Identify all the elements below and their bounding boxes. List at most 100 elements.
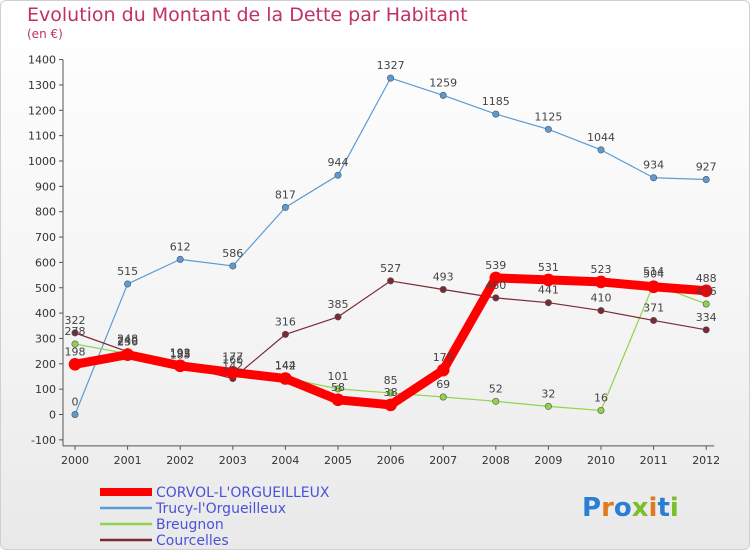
data-point-corvol-l-orgueilleux bbox=[173, 359, 187, 373]
data-point-breugnon bbox=[334, 385, 342, 393]
data-label-courcelles: 493 bbox=[433, 271, 454, 284]
data-label-breugnon: 436 bbox=[696, 285, 717, 298]
legend-label: Courcelles bbox=[156, 533, 229, 549]
data-label-corvol-l-orgueilleux: 192 bbox=[170, 347, 191, 360]
data-label-breugnon: 514 bbox=[643, 265, 664, 278]
data-label-courcelles: 248 bbox=[117, 333, 138, 346]
y-tick-label: 800 bbox=[35, 206, 56, 219]
logo-letter: o bbox=[614, 493, 632, 523]
data-labels: 0 515 612 586 817 944 1327 1259 1185 1125 1044 934 9… bbox=[65, 59, 717, 408]
data-point-courcelles bbox=[702, 326, 710, 334]
y-tick-label: 1300 bbox=[28, 79, 56, 92]
data-point-corvol-l-orgueilleux bbox=[331, 393, 345, 407]
y-tick-label: 700 bbox=[35, 231, 56, 244]
data-point-breugnon bbox=[597, 406, 605, 414]
data-label-trucy-l-orgueilleux: 1327 bbox=[377, 59, 405, 72]
data-point-trucy-l-orgueilleux bbox=[124, 280, 132, 288]
data-point-corvol-l-orgueilleux bbox=[647, 280, 660, 294]
data-label-trucy-l-orgueilleux: 944 bbox=[328, 156, 349, 169]
data-label-trucy-l-orgueilleux: 1185 bbox=[482, 95, 510, 108]
data-label-corvol-l-orgueilleux: 142 bbox=[275, 360, 296, 373]
data-point-corvol-l-orgueilleux bbox=[68, 358, 82, 371]
data-label-courcelles: 371 bbox=[643, 301, 664, 314]
x-tick-label: 2012 bbox=[692, 454, 720, 467]
y-tick-label: 500 bbox=[35, 282, 56, 295]
data-point-trucy-l-orgueilleux bbox=[176, 255, 184, 263]
data-point-trucy-l-orgueilleux bbox=[334, 171, 342, 179]
data-label-courcelles: 410 bbox=[591, 292, 612, 305]
data-label-trucy-l-orgueilleux: 934 bbox=[643, 159, 664, 172]
data-label-breugnon: 144 bbox=[275, 359, 296, 372]
x-tick-label: 2010 bbox=[587, 454, 615, 467]
data-point-trucy-l-orgueilleux bbox=[439, 91, 447, 99]
data-label-breugnon: 85 bbox=[384, 374, 398, 387]
data-label-trucy-l-orgueilleux: 515 bbox=[117, 265, 138, 278]
data-point-corvol-l-orgueilleux bbox=[436, 363, 450, 377]
y-tick-label: -100 bbox=[31, 434, 56, 447]
data-point-breugnon bbox=[387, 389, 395, 397]
legend-label: Breugnon bbox=[156, 517, 224, 533]
data-point-courcelles bbox=[334, 313, 342, 321]
data-point-breugnon bbox=[71, 340, 79, 348]
series-lines bbox=[68, 74, 713, 418]
data-point-trucy-l-orgueilleux bbox=[597, 146, 605, 154]
y-tick-label: 200 bbox=[35, 358, 56, 371]
axes: -100 0 100 200 300 400 500 600 700 800 900 1000 1100… bbox=[28, 54, 720, 467]
x-tick-label: 2004 bbox=[271, 454, 299, 467]
data-point-courcelles bbox=[492, 294, 500, 302]
data-label-corvol-l-orgueilleux: 531 bbox=[538, 261, 559, 274]
data-label-corvol-l-orgueilleux: 236 bbox=[117, 336, 138, 349]
data-point-corvol-l-orgueilleux bbox=[121, 348, 134, 361]
data-label-trucy-l-orgueilleux: 1044 bbox=[587, 131, 615, 144]
y-tick-label: 900 bbox=[35, 180, 56, 193]
data-label-courcelles: 193 bbox=[170, 347, 191, 360]
y-tick-label: 100 bbox=[35, 383, 56, 396]
logo-letter: x bbox=[632, 493, 649, 523]
y-tick-label: 0 bbox=[49, 409, 56, 422]
data-label-courcelles: 316 bbox=[275, 315, 296, 328]
legend-label: Trucy-l'Orgueilleux bbox=[155, 501, 286, 517]
data-point-courcelles bbox=[281, 330, 289, 338]
chart-unit-label: (en €) bbox=[27, 27, 63, 41]
logo-letter: r bbox=[601, 493, 614, 523]
data-point-trucy-l-orgueilleux bbox=[387, 74, 395, 82]
data-label-corvol-l-orgueilleux: 58 bbox=[331, 381, 345, 394]
proxiti-logo-icon: Proxiti bbox=[582, 493, 679, 523]
data-label-breugnon: 185 bbox=[170, 349, 191, 362]
logo-letter: P bbox=[582, 493, 601, 523]
data-label-courcelles: 527 bbox=[380, 262, 401, 275]
data-label-trucy-l-orgueilleux: 612 bbox=[170, 240, 191, 253]
y-tick-label: 1200 bbox=[28, 104, 56, 117]
data-label-courcelles: 334 bbox=[696, 311, 717, 324]
data-point-trucy-l-orgueilleux bbox=[492, 110, 500, 118]
x-tick-label: 2009 bbox=[534, 454, 562, 467]
data-label-corvol-l-orgueilleux: 523 bbox=[591, 263, 612, 276]
data-label-breugnon: 69 bbox=[436, 378, 450, 391]
data-point-courcelles bbox=[650, 316, 658, 324]
data-point-courcelles bbox=[544, 299, 552, 307]
x-tick-label: 2002 bbox=[166, 454, 194, 467]
chart-title: Evolution du Montant de la Dette par Hab… bbox=[27, 4, 468, 26]
data-label-corvol-l-orgueilleux: 198 bbox=[65, 345, 86, 358]
data-label-corvol-l-orgueilleux: 38 bbox=[384, 386, 398, 399]
legend-label: CORVOL-L'ORGUEILLEUX bbox=[156, 485, 330, 501]
data-label-courcelles: 322 bbox=[65, 314, 86, 327]
y-tick-label: 300 bbox=[35, 332, 56, 345]
legend: CORVOL-L'ORGUEILLEUXTrucy-l'OrgueilleuxB… bbox=[100, 485, 330, 549]
data-label-trucy-l-orgueilleux: 817 bbox=[275, 188, 296, 201]
logo-letter: i bbox=[649, 493, 658, 523]
data-point-corvol-l-orgueilleux bbox=[384, 398, 397, 412]
data-label-corvol-l-orgueilleux: 539 bbox=[485, 259, 506, 272]
data-label-breugnon: 16 bbox=[594, 391, 608, 404]
data-point-corvol-l-orgueilleux bbox=[489, 271, 503, 285]
x-tick-label: 2003 bbox=[219, 454, 247, 467]
data-label-trucy-l-orgueilleux: 0 bbox=[72, 396, 79, 409]
data-point-trucy-l-orgueilleux bbox=[281, 203, 289, 211]
y-tick-label: 400 bbox=[35, 307, 56, 320]
x-tick-label: 2005 bbox=[324, 454, 352, 467]
data-point-breugnon bbox=[492, 397, 500, 405]
data-label-trucy-l-orgueilleux: 586 bbox=[222, 247, 243, 260]
logo-letter: i bbox=[670, 493, 679, 523]
data-point-breugnon bbox=[544, 402, 552, 410]
